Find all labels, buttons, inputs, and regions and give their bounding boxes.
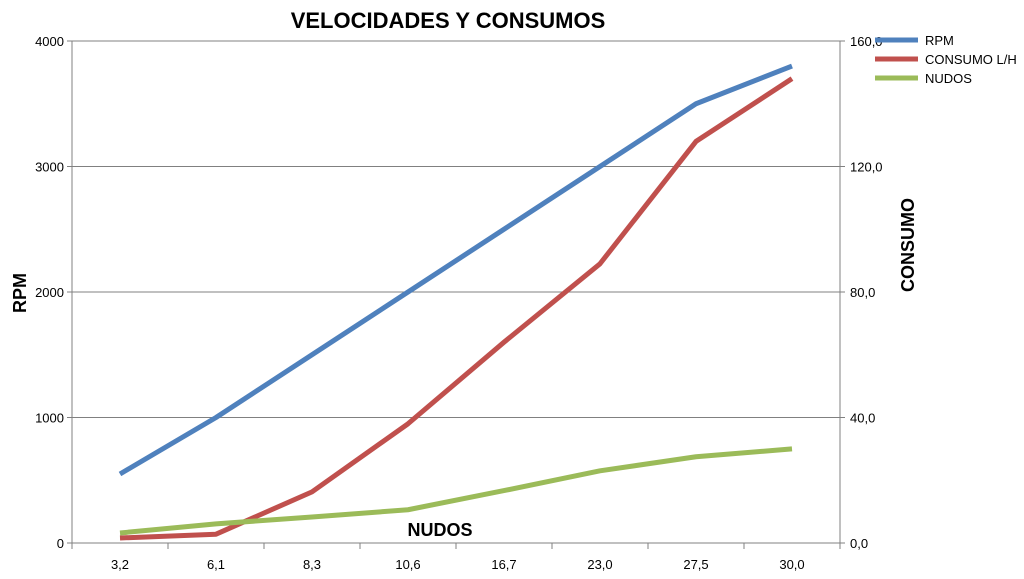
x-tick-label: 8,3: [303, 557, 321, 572]
legend-label: RPM: [925, 33, 954, 48]
left-axis-ticks: 0 1000 2000 3000 4000: [35, 34, 72, 551]
x-tick-label: 23,0: [587, 557, 612, 572]
gridlines: [72, 40, 840, 418]
x-tick-label: 30,0: [779, 557, 804, 572]
right-tick-label: 80,0: [850, 285, 875, 300]
y2-axis-label: CONSUMO: [898, 198, 918, 292]
x-tick-label: 16,7: [491, 557, 516, 572]
x-axis-label: NUDOS: [407, 520, 472, 540]
legend-label: CONSUMO L/H: [925, 52, 1017, 67]
series-line-rpm: [118, 63, 793, 477]
chart-title: VELOCIDADES Y CONSUMOS: [291, 8, 606, 33]
y-axis-label: RPM: [10, 273, 30, 313]
left-tick-label: 2000: [35, 285, 64, 300]
right-tick-label: 160,0: [850, 34, 883, 49]
right-axis-ticks: 0,0 40,0 80,0 120,0 160,0: [840, 34, 883, 551]
left-tick-label: 0: [57, 536, 64, 551]
x-tick-label: 27,5: [683, 557, 708, 572]
x-tick-label: 6,1: [207, 557, 225, 572]
x-tick-label: 10,6: [395, 557, 420, 572]
right-tick-label: 40,0: [850, 411, 875, 426]
right-tick-label: 0,0: [850, 536, 868, 551]
series-line-nudos: [119, 446, 793, 536]
left-tick-label: 4000: [35, 34, 64, 49]
x-axis-ticks: 3,2 6,1 8,3 10,6 16,7 23,0 27,5 30,0: [71, 543, 841, 572]
left-tick-label: 1000: [35, 411, 64, 426]
legend-label: NUDOS: [925, 71, 972, 86]
right-tick-label: 120,0: [850, 160, 883, 175]
x-tick-label: 3,2: [111, 557, 129, 572]
series-line-consumo-l-h: [119, 76, 794, 541]
left-tick-label: 3000: [35, 160, 64, 175]
legend: RPM CONSUMO L/H NUDOS: [875, 33, 1017, 86]
series-lines: [118, 63, 794, 541]
